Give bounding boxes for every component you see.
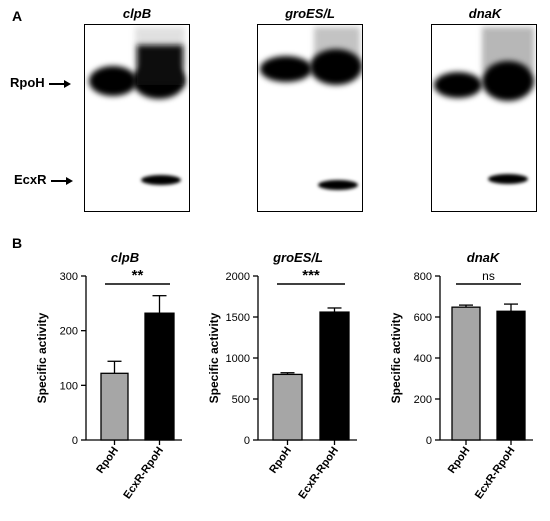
chart-3-tick-label: 0 xyxy=(426,435,432,447)
chart-2-tick-label: 0 xyxy=(244,435,250,447)
chart-1-ylabel: Specific activity xyxy=(35,312,49,403)
blot-image-clpb xyxy=(84,24,190,212)
band-label-rpoh: RpoH xyxy=(10,75,72,90)
chart-3-bar-1 xyxy=(451,306,481,441)
chart-1-tick-label: 200 xyxy=(60,326,78,338)
chart-2-tick-label: 1000 xyxy=(226,353,250,365)
chart-3-ylabel: Specific activity xyxy=(389,312,403,403)
blot-title-groesl: groES/L xyxy=(285,6,335,21)
chart-3-significance-label: ns xyxy=(482,269,495,283)
chart-3-bar-2 xyxy=(496,310,526,441)
chart-2-title: groES/L xyxy=(272,250,323,265)
chart-2-ylabel: Specific activity xyxy=(207,312,221,403)
chart-2-tick-label: 1500 xyxy=(226,312,250,324)
chart-1-bar-2 xyxy=(144,312,175,441)
chart-3-category-label: EcxR-RpoH xyxy=(473,445,518,501)
chart-3-tick-label: 200 xyxy=(414,394,432,406)
chart-1-tick-label: 300 xyxy=(60,271,78,283)
chart-1-category-label: EcxR-RpoH xyxy=(121,445,166,501)
chart-3-tick-label: 600 xyxy=(414,312,432,324)
chart-1-tick-label: 0 xyxy=(72,435,78,447)
band-label-rpoh-text: RpoH xyxy=(10,75,45,90)
panel-b-letter: B xyxy=(12,235,23,251)
chart-2-bar-2 xyxy=(319,311,350,441)
blot-image-groesl xyxy=(257,24,363,212)
arrow-right-icon xyxy=(49,79,72,88)
chart-2-tick-label: 2000 xyxy=(226,271,250,283)
chart-3-tick-label: 800 xyxy=(414,271,432,283)
chart-1-category-label: RpoH xyxy=(94,445,121,476)
arrow-right-icon xyxy=(51,176,74,185)
blot-title-clpb: clpB xyxy=(122,6,152,21)
chart-3-tick-label: 400 xyxy=(414,353,432,365)
chart-3-category-label: RpoH xyxy=(446,445,473,476)
chart-1-significance-label: ** xyxy=(132,267,144,284)
chart-1-bar-1 xyxy=(100,372,129,441)
band-label-ecxr-text: EcxR xyxy=(14,172,47,187)
blot-image-dnak xyxy=(431,24,537,212)
chart-2-tick-label: 500 xyxy=(232,394,250,406)
chart-2-category-label: RpoH xyxy=(267,445,294,476)
chart-2-bar-1 xyxy=(272,373,303,441)
blot-title-dnak: dnaK xyxy=(468,6,502,21)
chart-1-title: clpB xyxy=(111,250,139,265)
chart-2-significance-label: *** xyxy=(302,267,320,284)
panel-a-letter: A xyxy=(12,8,23,24)
band-label-ecxr: EcxR xyxy=(14,172,74,187)
chart-3-title: dnaK xyxy=(467,250,501,265)
chart-2-category-label: EcxR-RpoH xyxy=(296,445,341,501)
chart-1-tick-label: 100 xyxy=(60,380,78,392)
